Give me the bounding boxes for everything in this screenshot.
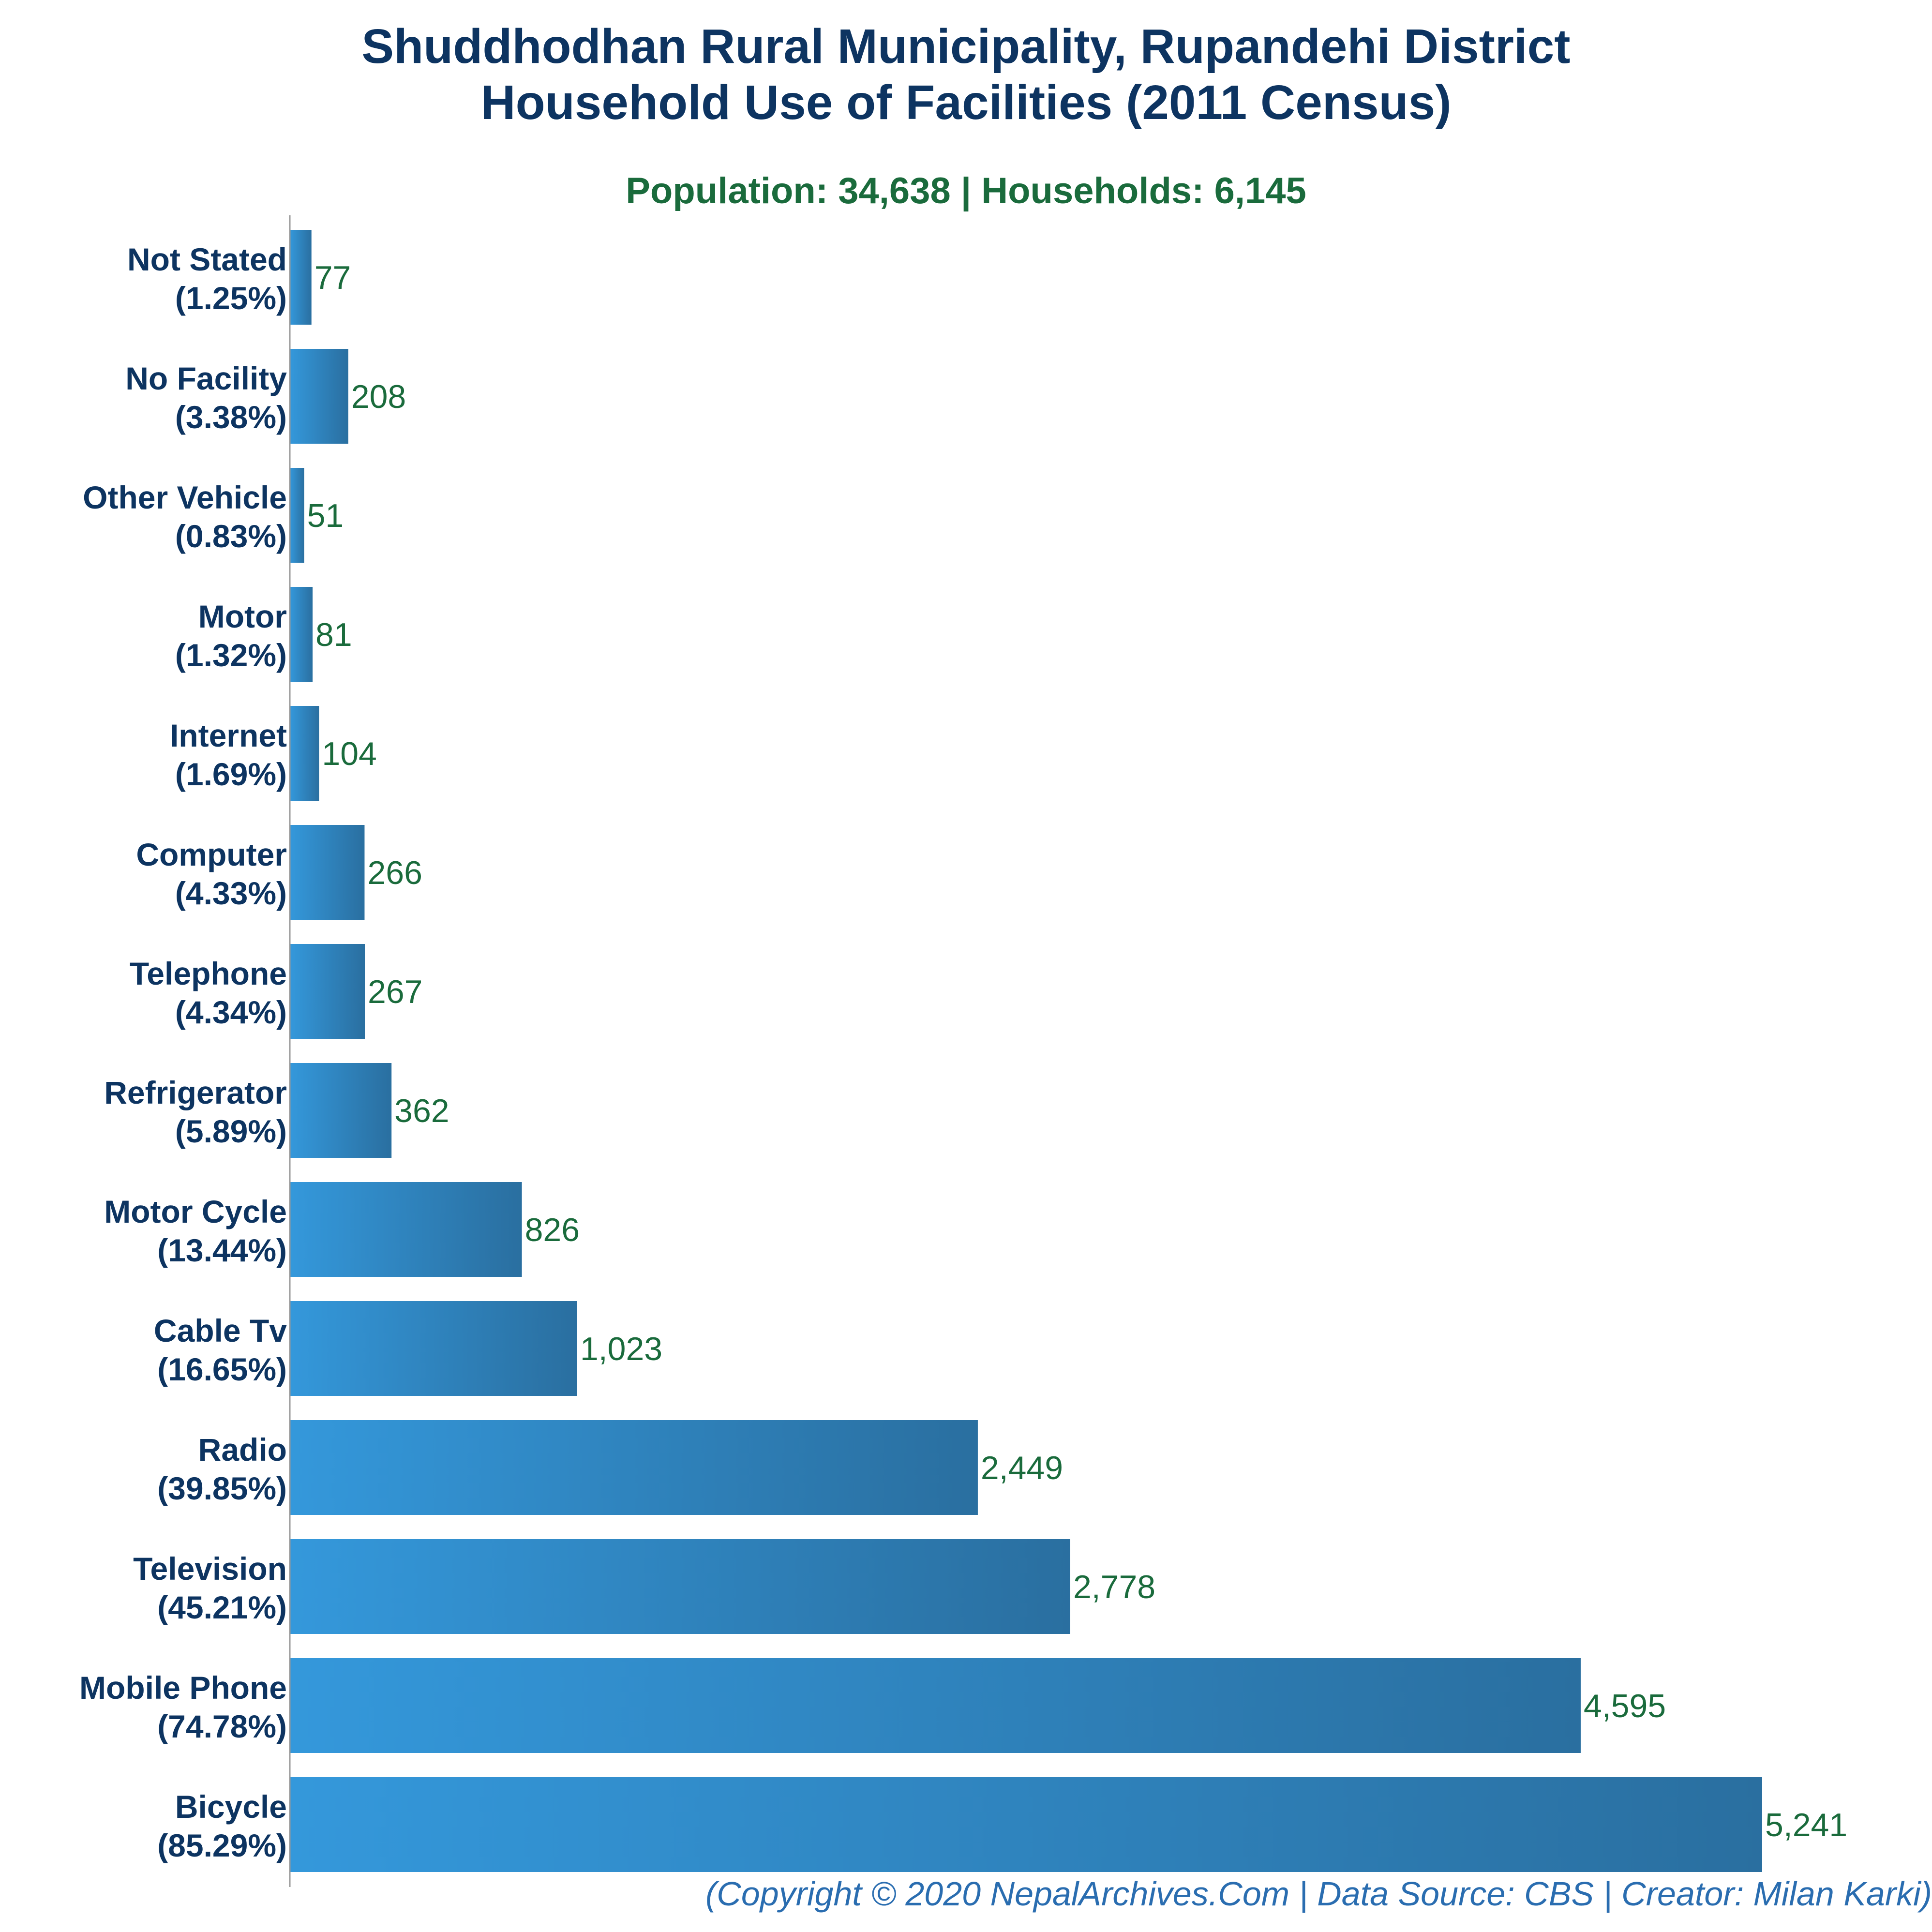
category-label-bicycle: Bicycle (85.29%)	[157, 1789, 287, 1863]
category-percent: (45.21%)	[157, 1589, 287, 1625]
value-label-motor: 81	[315, 616, 352, 653]
category-label-motor: Motor (1.32%)	[175, 599, 287, 673]
category-percent: (1.32%)	[175, 637, 287, 673]
value-label-not-stated: 77	[315, 259, 351, 296]
category-label-cable-tv: Cable Tv (16.65%)	[154, 1313, 287, 1387]
category-label-refrigerator: Refrigerator (5.89%)	[104, 1075, 287, 1149]
category-name: Internet	[170, 718, 287, 753]
category-percent: (16.65%)	[157, 1351, 287, 1387]
value-label-mobile-phone: 4,595	[1584, 1688, 1666, 1724]
category-name: Television	[133, 1551, 287, 1587]
category-name: Radio	[198, 1432, 287, 1468]
category-percent: (4.34%)	[175, 994, 287, 1030]
category-percent: (13.44%)	[157, 1232, 287, 1268]
category-name: No Facility	[125, 360, 287, 396]
category-percent: (0.83%)	[175, 518, 287, 554]
bar-no-facility	[290, 349, 348, 444]
value-label-cable-tv: 1,023	[580, 1331, 662, 1367]
category-label-mobile-phone: Mobile Phone (74.78%)	[79, 1670, 287, 1744]
category-label-other-vehicle: Other Vehicle (0.83%)	[83, 479, 287, 554]
category-name: Cable Tv	[154, 1313, 287, 1348]
bar-internet	[290, 706, 319, 801]
category-percent: (74.78%)	[157, 1708, 287, 1744]
bar-motor-cycle	[290, 1182, 522, 1277]
value-labels-layer: 77 208 51 81 104 266 267 362 826 1,023 2,449 2,778 4…	[307, 259, 1848, 1843]
value-label-television: 2,778	[1073, 1569, 1155, 1605]
chart-title-line-2: Household Use of Facilities (2011 Census…	[480, 75, 1452, 130]
category-percent: (39.85%)	[157, 1470, 287, 1506]
category-name: Motor	[198, 599, 287, 634]
category-label-not-stated: Not Stated (1.25%)	[127, 241, 287, 316]
chart-title: Shuddhodhan Rural Municipality, Rupandeh…	[0, 18, 1932, 131]
category-name: Not Stated	[127, 241, 287, 277]
category-percent: (5.89%)	[175, 1113, 287, 1149]
category-label-motor-cycle: Motor Cycle (13.44%)	[104, 1194, 287, 1268]
bar-radio	[290, 1420, 978, 1515]
category-label-radio: Radio (39.85%)	[157, 1432, 287, 1506]
category-percent: (85.29%)	[157, 1827, 287, 1863]
bar-bicycle	[290, 1777, 1762, 1872]
bar-motor	[290, 587, 313, 682]
category-percent: (4.33%)	[175, 875, 287, 911]
category-labels-layer: Not Stated (1.25%) No Facility (3.38%) Other…	[79, 241, 287, 1863]
footer-credit: (Copyright © 2020 NepalArchives.Com | Da…	[705, 1875, 1932, 1913]
category-name: Bicycle	[175, 1789, 287, 1825]
value-label-motor-cycle: 826	[525, 1212, 580, 1248]
category-label-telephone: Telephone (4.34%)	[130, 956, 287, 1030]
value-label-telephone: 267	[368, 973, 422, 1010]
value-label-radio: 2,449	[981, 1450, 1063, 1486]
value-label-bicycle: 5,241	[1765, 1807, 1847, 1843]
category-percent: (1.25%)	[175, 280, 287, 316]
bar-not-stated	[290, 230, 312, 325]
bar-television	[290, 1539, 1070, 1634]
category-label-no-facility: No Facility (3.38%)	[125, 360, 287, 435]
category-name: Motor Cycle	[104, 1194, 287, 1229]
value-label-other-vehicle: 51	[307, 497, 344, 534]
category-percent: (1.69%)	[175, 756, 287, 792]
bar-mobile-phone	[290, 1658, 1581, 1753]
category-name: Mobile Phone	[79, 1670, 287, 1706]
category-name: Refrigerator	[104, 1075, 287, 1110]
bar-refrigerator	[290, 1063, 392, 1158]
chart-subtitle: Population: 34,638 | Households: 6,145	[626, 170, 1306, 211]
bar-telephone	[290, 944, 365, 1039]
category-label-television: Television (45.21%)	[133, 1551, 287, 1625]
bars-layer	[290, 230, 1762, 1872]
value-label-computer: 266	[367, 854, 422, 891]
chart-title-line-1: Shuddhodhan Rural Municipality, Rupandeh…	[361, 19, 1571, 74]
value-label-internet: 104	[322, 735, 376, 772]
value-label-no-facility: 208	[351, 378, 406, 415]
category-label-internet: Internet (1.69%)	[170, 718, 287, 792]
category-label-computer: Computer (4.33%)	[136, 837, 287, 911]
bar-other-vehicle	[290, 468, 304, 563]
category-name: Computer	[136, 837, 287, 872]
category-percent: (3.38%)	[175, 399, 287, 435]
category-name: Telephone	[130, 956, 287, 991]
bar-computer	[290, 825, 365, 920]
bar-cable-tv	[290, 1301, 577, 1396]
category-name: Other Vehicle	[83, 479, 287, 515]
value-label-refrigerator: 362	[394, 1093, 449, 1129]
